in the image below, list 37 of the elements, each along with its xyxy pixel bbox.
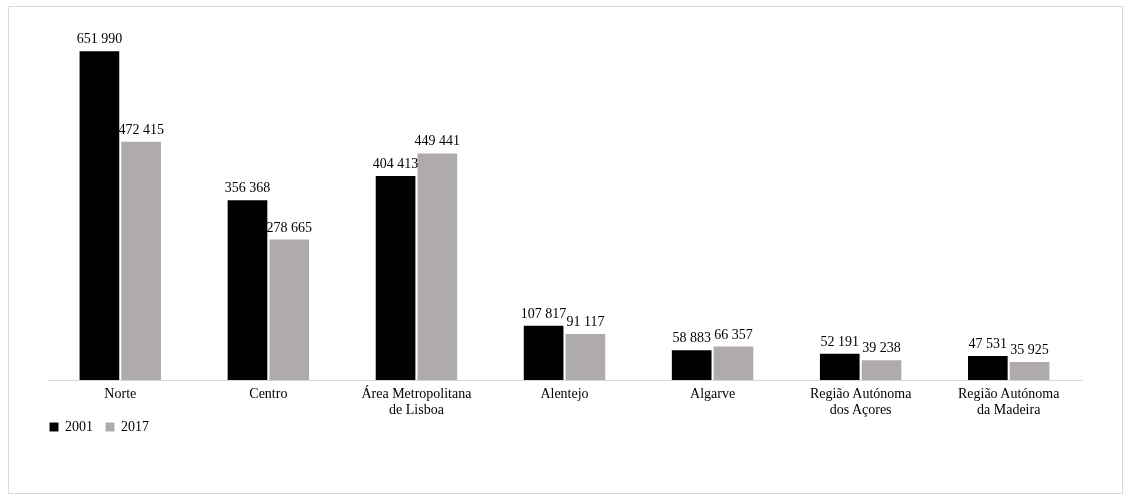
x-tick-label: Norte (104, 385, 137, 401)
bar (375, 176, 416, 380)
bar (565, 334, 606, 380)
x-tick-label: Área Metropolitana de Lisboa (361, 384, 473, 417)
x-tick-label: Região Autónoma dos Açores (809, 385, 913, 417)
data-label: 651 990 (76, 31, 123, 47)
data-label: 404 413 (372, 156, 419, 172)
data-label: 91 117 (566, 314, 605, 330)
bar (671, 350, 712, 380)
data-label: 472 415 (118, 121, 164, 137)
x-tick-label: Centro (249, 385, 288, 401)
data-label: 39 238 (862, 340, 901, 356)
data-label: 66 357 (714, 326, 753, 342)
legend-label: 2001 (65, 419, 93, 434)
data-label: 58 883 (672, 330, 711, 346)
data-label: 52 191 (820, 333, 860, 349)
bar (1009, 361, 1050, 380)
legend-label: 2017 (121, 419, 149, 434)
bar (121, 141, 162, 380)
bar (861, 360, 902, 380)
data-label: 35 925 (1010, 341, 1049, 357)
x-tick-label: Região Autónoma da Madeira (957, 385, 1061, 417)
data-label: 449 441 (414, 133, 461, 149)
bar (227, 200, 268, 380)
bar (269, 239, 310, 380)
data-label: 47 531 (968, 336, 1008, 352)
bar (713, 346, 754, 380)
data-label: 356 368 (224, 180, 271, 196)
bar (523, 325, 564, 380)
x-tick-label: Algarve (690, 385, 736, 401)
bar (819, 353, 860, 380)
x-tick-label: Alentejo (540, 385, 589, 401)
data-label: 107 817 (520, 305, 567, 321)
bar (79, 51, 120, 380)
bar (417, 153, 458, 380)
data-label: 278 665 (266, 219, 312, 235)
bar (967, 356, 1008, 380)
